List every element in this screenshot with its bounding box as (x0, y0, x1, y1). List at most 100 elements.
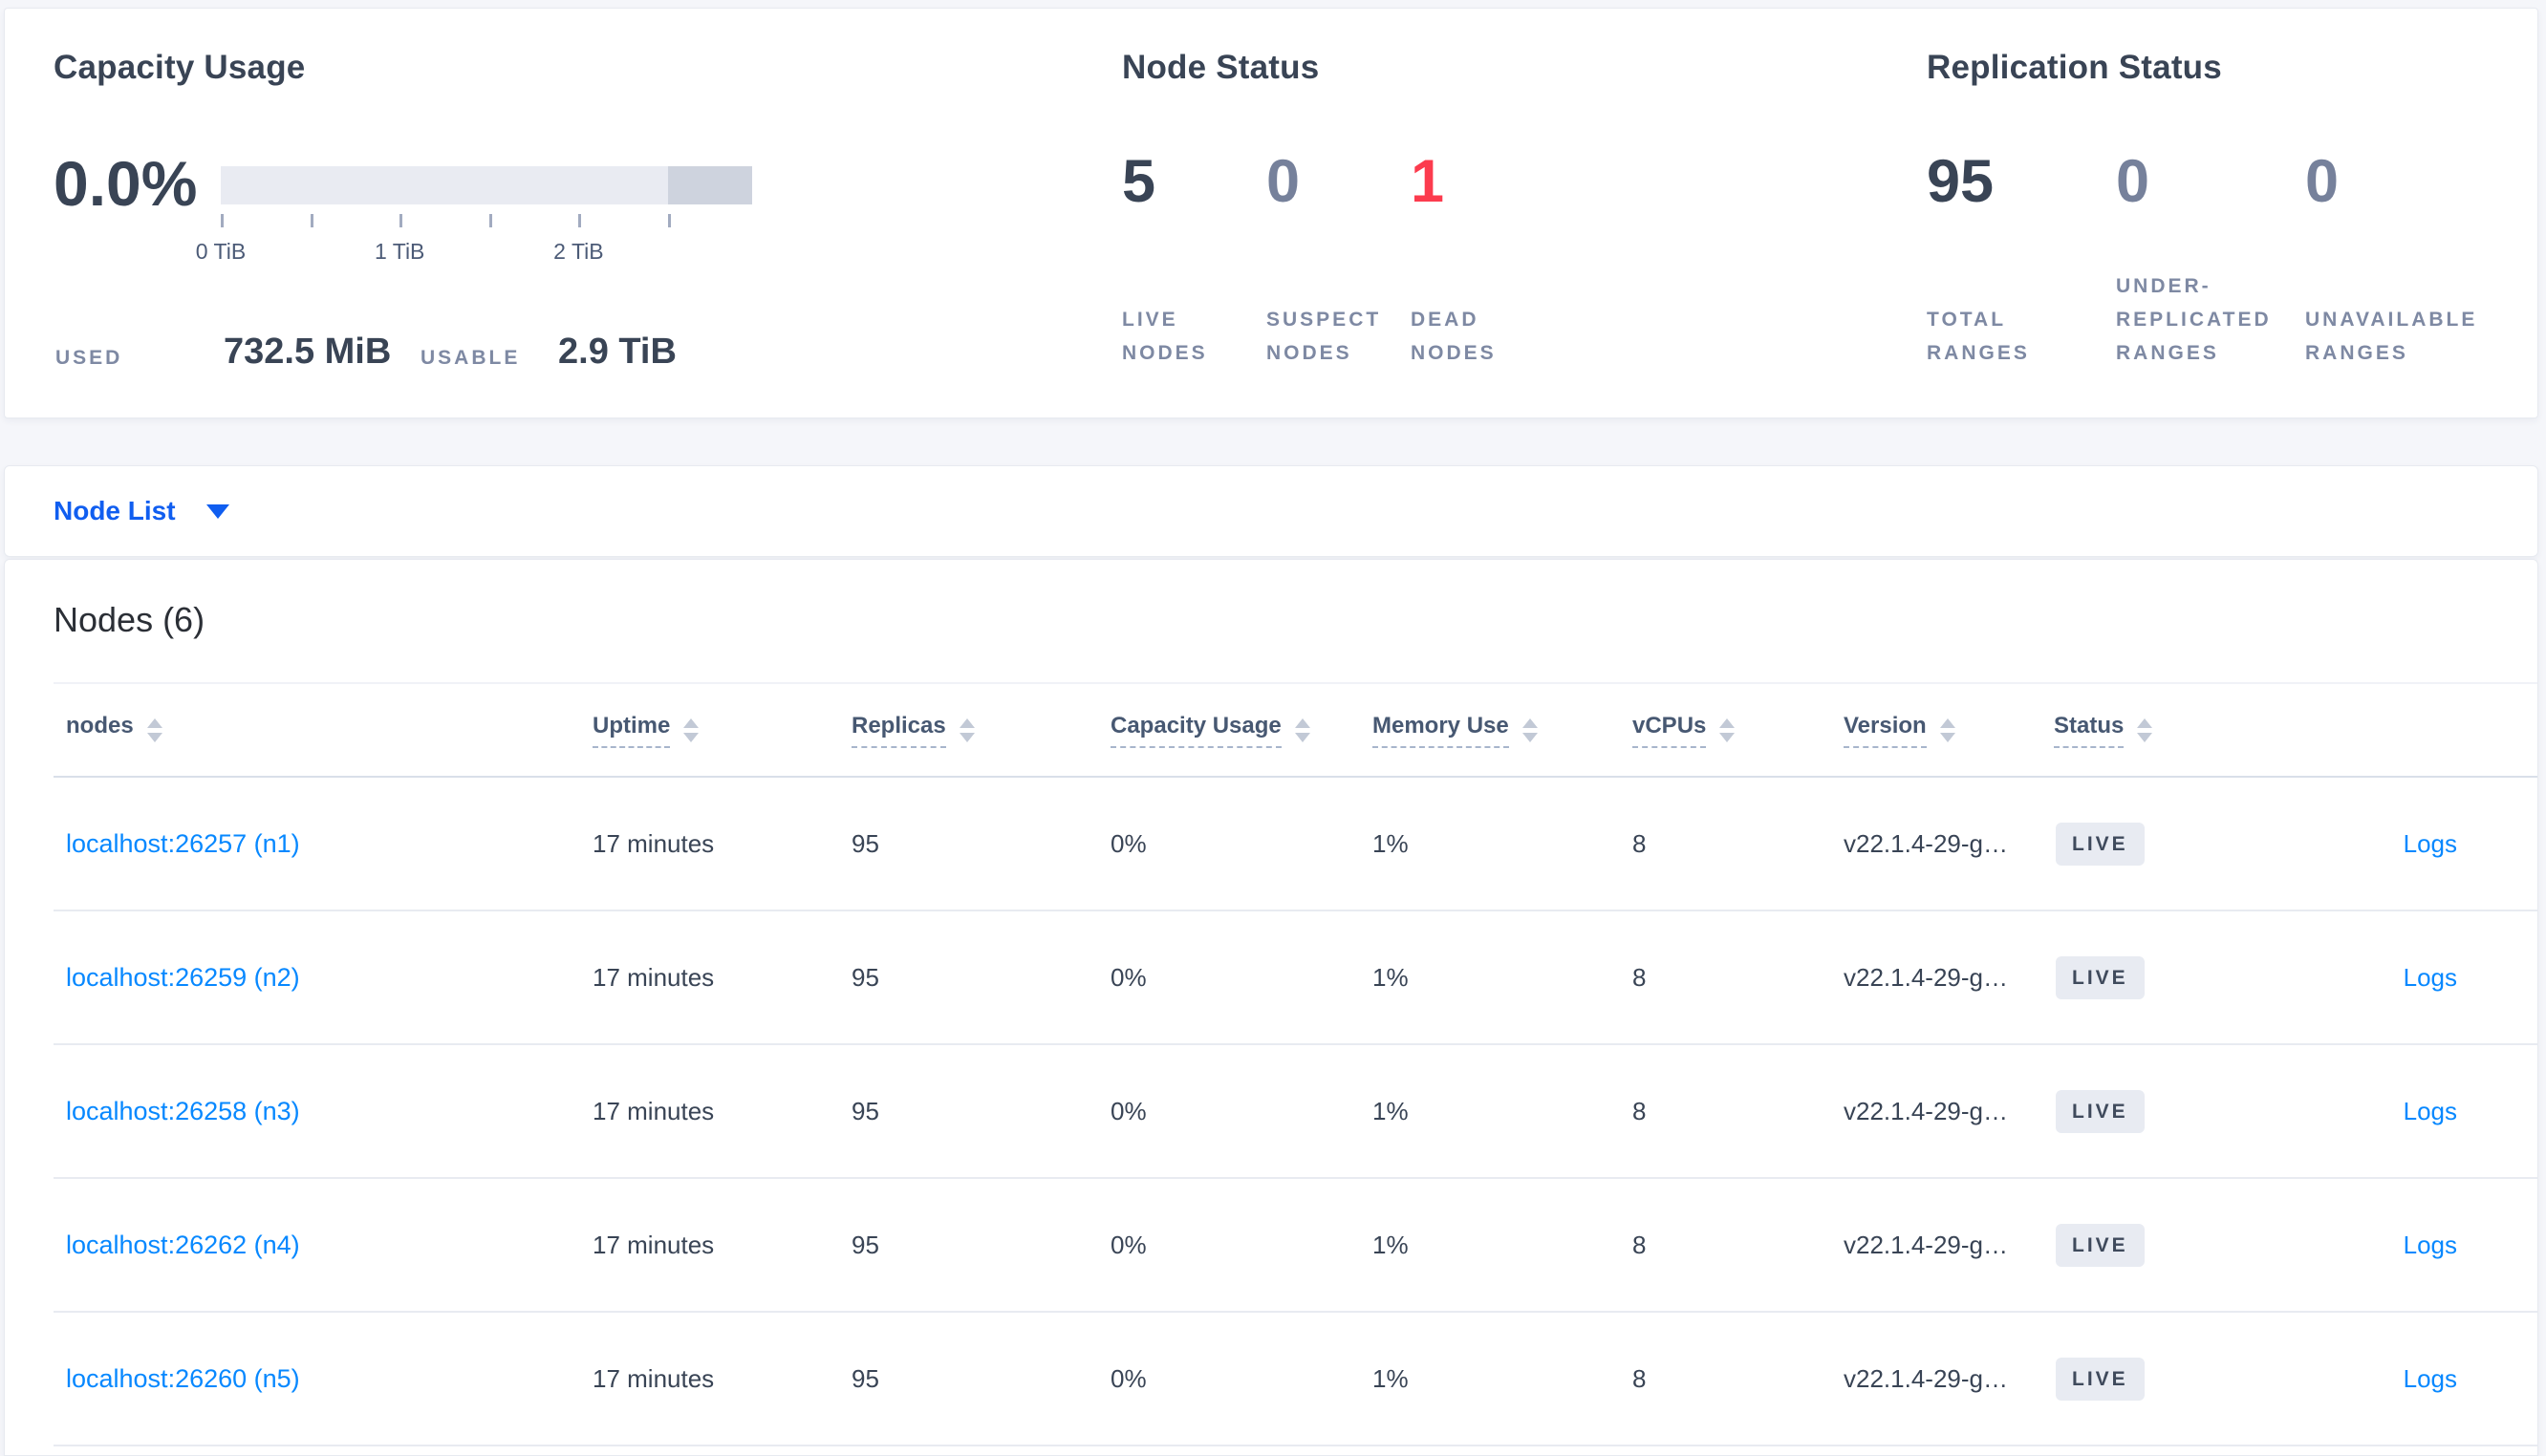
vcpus-cell: 8 (1632, 1363, 1647, 1393)
node-link[interactable]: localhost:26259 (n2) (66, 962, 300, 992)
sort-icon[interactable] (959, 717, 975, 742)
node-list-dropdown-label: Node List (54, 496, 176, 525)
status-badge: LIVE (2056, 1223, 2145, 1267)
axis-tick (399, 214, 403, 227)
sort-asc-arrow (959, 717, 975, 728)
sort-icon[interactable] (683, 717, 700, 742)
uptime-cell: 17 minutes (593, 1230, 715, 1259)
version-cell: v22.1.4-29-g… (1844, 1096, 2008, 1125)
status-cell: LIVE (2054, 1223, 2288, 1267)
capacity-usage-bar (221, 166, 752, 204)
column-header-label: Version (1844, 713, 1927, 748)
sort-asc-arrow (1719, 717, 1736, 728)
node-link[interactable]: localhost:26257 (n1) (66, 828, 300, 858)
capacity-usage-panel: Capacity Usage 0.0% 0 TiB 1 TiB 2 TiB US… (54, 9, 1086, 418)
logs-link[interactable]: Logs (2403, 828, 2457, 858)
logs-link[interactable]: Logs (2403, 1363, 2457, 1393)
node-status-panel: Node Status 5 LIVE NODES 0 SUSPECT NODES 1 DE… (1122, 9, 1867, 418)
axis-tick (488, 214, 492, 227)
column-header-vcpus[interactable]: vCPUs (1632, 713, 1844, 748)
stat-dead-nodes: 1 DEAD NODES (1411, 152, 1555, 370)
used-capacity-label: USED (55, 347, 123, 369)
logs-cell: Logs (2288, 829, 2537, 859)
stat-value: 5 (1122, 148, 1156, 215)
memory-use-cell: 1% (1372, 1363, 1409, 1393)
sort-desc-arrow (959, 732, 975, 742)
table-row-localhost-26262-n4: localhost:26262 (n4) 17 minutes 95 0% 1% 8 v22… (54, 1179, 2537, 1313)
sort-icon[interactable] (2137, 717, 2153, 742)
node-link[interactable]: localhost:26262 (n4) (66, 1230, 300, 1259)
node-link[interactable]: localhost:26258 (n3) (66, 1096, 300, 1125)
memory-use-cell: 1% (1372, 828, 1409, 858)
replicas-cell: 95 (852, 962, 879, 992)
memory-use-cell: 1% (1372, 1096, 1409, 1125)
sort-asc-arrow (1939, 717, 1955, 728)
stat-label: UNAVAILABLE RANGES (2305, 309, 2478, 364)
capacity-usage-title: Capacity Usage (54, 49, 306, 86)
node-link[interactable]: localhost:26260 (n5) (66, 1363, 300, 1393)
memory-use-cell: 1% (1372, 962, 1409, 992)
sort-desc-arrow (146, 732, 162, 742)
column-header-memory-use[interactable]: Memory Use (1372, 713, 1632, 748)
stat-value: 0 (2305, 148, 2340, 215)
column-header-uptime[interactable]: Uptime (593, 713, 852, 748)
status-badge: LIVE (2056, 822, 2145, 866)
usable-capacity-value: 2.9 TiB (558, 332, 677, 372)
uptime-cell: 17 minutes (593, 828, 715, 858)
node-status-stats: 5 LIVE NODES 0 SUSPECT NODES 1 DEAD NODES (1122, 152, 1555, 370)
replicas-cell: 95 (852, 1363, 879, 1393)
column-header-capacity-usage[interactable]: Capacity Usage (1111, 713, 1372, 748)
table-row-localhost-26258-n3: localhost:26258 (n3) 17 minutes 95 0% 1% 8 v22… (54, 1045, 2537, 1179)
stat-total-ranges: 95 TOTAL RANGES (1927, 152, 2116, 370)
stat-label: SUSPECT NODES (1266, 309, 1382, 364)
column-header-label: nodes (66, 712, 134, 739)
version-cell: v22.1.4-29-g… (1844, 828, 2008, 858)
nodes-table: nodes Uptime Replicas Capacity Usage Memory … (54, 682, 2537, 1446)
column-header-label: Memory Use (1372, 713, 1509, 748)
capacity-bar-axis: 0 TiB 1 TiB 2 TiB (196, 214, 671, 271)
replicas-cell: 95 (852, 1230, 879, 1259)
column-header-nodes[interactable]: nodes (54, 713, 593, 748)
uptime-cell: 17 minutes (593, 1096, 715, 1125)
logs-cell: Logs (2288, 963, 2537, 993)
table-row-localhost-26260-n5: localhost:26260 (n5) 17 minutes 95 0% 1% 8 v22… (54, 1313, 2537, 1446)
sort-desc-arrow (1521, 732, 1538, 742)
status-cell: LIVE (2054, 955, 2288, 999)
capacity-bar-usable-segment (221, 166, 669, 204)
version-cell: v22.1.4-29-g… (1844, 962, 2008, 992)
sort-desc-arrow (1939, 732, 1955, 742)
status-cell: LIVE (2054, 1089, 2288, 1133)
capacity-usage-cell: 0% (1111, 1363, 1147, 1393)
version-cell: v22.1.4-29-g… (1844, 1230, 2008, 1259)
status-badge: LIVE (2056, 1357, 2145, 1401)
axis-tick (221, 214, 224, 227)
logs-link[interactable]: Logs (2403, 1230, 2457, 1259)
sort-asc-arrow (146, 717, 162, 728)
replication-status-title: Replication Status (1927, 49, 2222, 86)
column-header-replicas[interactable]: Replicas (852, 713, 1111, 748)
sort-icon[interactable] (1719, 717, 1736, 742)
capacity-percent-value: 0.0% (54, 148, 198, 219)
column-header-label: Uptime (593, 713, 671, 748)
capacity-usage-cell: 0% (1111, 828, 1147, 858)
sort-icon[interactable] (1294, 717, 1310, 742)
axis-tick-label: 1 TiB (374, 239, 425, 264)
axis-tick (310, 214, 313, 227)
cluster-summary-card: Capacity Usage 0.0% 0 TiB 1 TiB 2 TiB US… (4, 8, 2538, 418)
logs-link[interactable]: Logs (2403, 962, 2457, 992)
column-header-version[interactable]: Version (1844, 713, 2054, 748)
sort-icon[interactable] (1939, 717, 1955, 742)
node-status-title: Node Status (1122, 49, 1320, 86)
stat-value: 0 (2116, 148, 2150, 215)
capacity-usage-cell: 0% (1111, 1230, 1147, 1259)
node-list-dropdown[interactable]: Node List (54, 496, 229, 526)
logs-link[interactable]: Logs (2403, 1096, 2457, 1125)
stat-suspect-nodes: 0 SUSPECT NODES (1266, 152, 1411, 370)
sort-icon[interactable] (146, 717, 162, 742)
vcpus-cell: 8 (1632, 1096, 1647, 1125)
column-header-status[interactable]: Status (2054, 713, 2288, 748)
stat-under-replicated-ranges: 0 UNDER-REPLICATED RANGES (2116, 152, 2305, 370)
usable-capacity-label: USABLE (421, 347, 521, 369)
sort-icon[interactable] (1521, 717, 1538, 742)
